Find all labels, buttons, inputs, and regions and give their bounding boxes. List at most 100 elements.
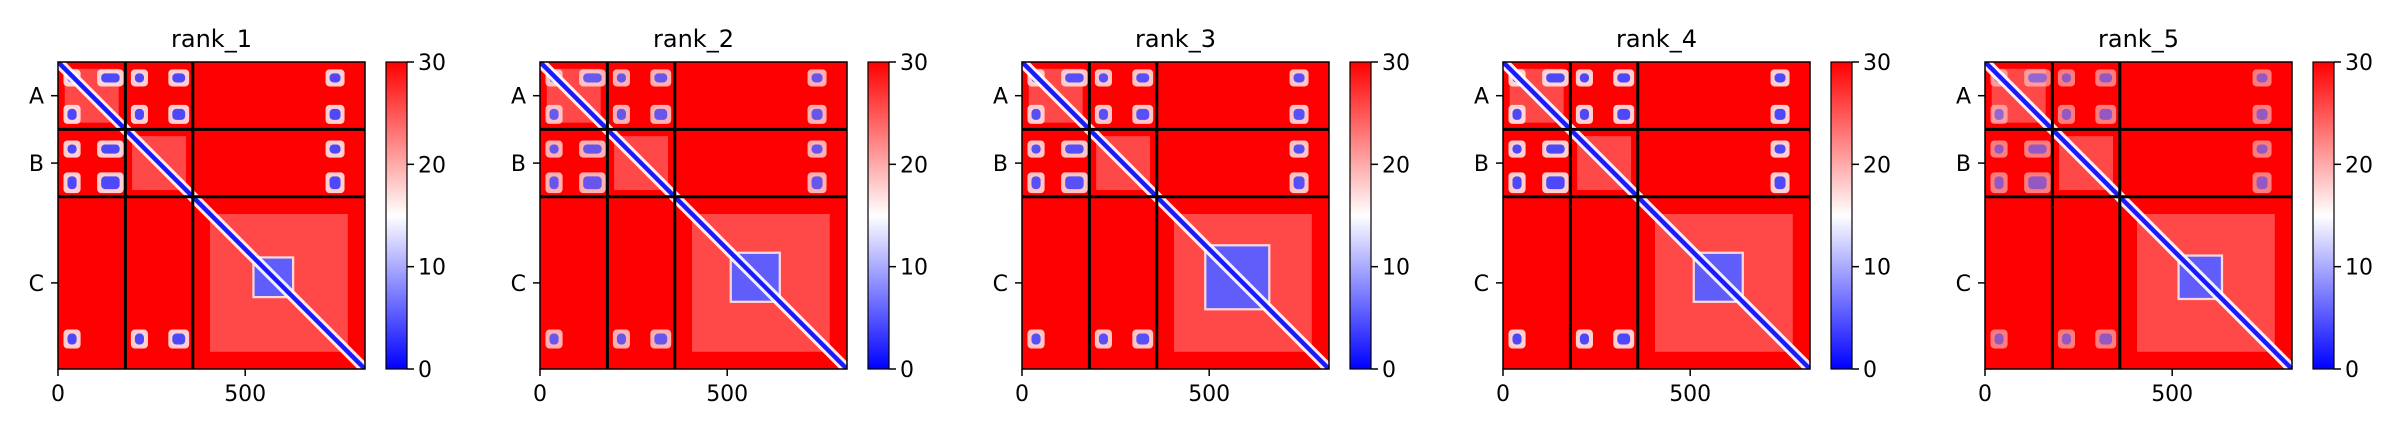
contact-block — [1031, 333, 1041, 345]
colorbar-tick-label: 30 — [1863, 51, 1891, 76]
contact-block — [1065, 176, 1084, 190]
diagonal-band — [1022, 62, 1329, 369]
panel-title: rank_2 — [653, 25, 734, 53]
contact-block — [2099, 73, 2113, 83]
y-tick-label: A — [29, 85, 44, 110]
contact-block — [2256, 144, 2268, 154]
contact-block — [1579, 73, 1589, 83]
contact-block — [1774, 73, 1786, 83]
colorbar-tick-label: 20 — [418, 153, 446, 178]
contact-block — [1031, 144, 1041, 154]
contact-block — [1098, 108, 1108, 120]
contact-block — [1546, 144, 1565, 154]
contact-block — [1065, 144, 1084, 154]
contact-block — [172, 73, 186, 83]
contact-block — [2061, 108, 2071, 120]
diagonal-band — [1985, 62, 2292, 369]
colorbar-tick-label: 0 — [418, 358, 432, 383]
colorbar-tick-label: 30 — [900, 51, 928, 76]
colorbar-gradient — [385, 61, 408, 370]
contact-block — [67, 144, 77, 154]
heatmap-image — [540, 62, 847, 369]
contact-block — [1994, 333, 2004, 345]
y-tick-label: A — [993, 85, 1008, 110]
diagonal-band — [58, 62, 365, 369]
y-tick-label: B — [1956, 152, 1971, 177]
colorbar-gradient — [1349, 61, 1372, 370]
contact-block — [583, 144, 602, 154]
contact-block — [1994, 144, 2004, 154]
contact-block — [2028, 73, 2047, 83]
panel-rank_2: rank_2 0 500 A B C 0 10 20 30 — [511, 25, 928, 407]
panel-title: rank_1 — [171, 25, 252, 53]
contact-block — [1512, 333, 1522, 345]
contact-block — [134, 333, 144, 345]
contact-block — [67, 176, 77, 190]
panel-rank_3: rank_3 0 500 A B C 0 10 20 30 — [993, 25, 1410, 407]
contact-block — [101, 73, 120, 83]
diagonal-band — [1503, 62, 1810, 369]
y-tick-label: B — [1474, 152, 1489, 177]
colorbar-tick-label: 0 — [2345, 358, 2359, 383]
contact-block — [1293, 108, 1305, 120]
contact-block — [549, 176, 559, 190]
contact-block — [329, 73, 341, 83]
contact-block — [1617, 333, 1631, 345]
contact-block — [1774, 176, 1786, 190]
contact-block — [2256, 73, 2268, 83]
x-tick-label: 500 — [1669, 382, 1711, 407]
panel-rank_1: rank_1 0 500 A B C 0 10 20 30 — [29, 25, 446, 407]
contact-block — [134, 108, 144, 120]
panel-title: rank_4 — [1616, 25, 1697, 53]
contact-block — [2256, 108, 2268, 120]
contact-block — [1512, 144, 1522, 154]
heatmap-image — [1503, 62, 1810, 369]
panel-rank_4: rank_4 0 500 A B C 0 10 20 30 — [1474, 25, 1891, 407]
contact-block — [654, 73, 668, 83]
contact-block — [2256, 176, 2268, 190]
contact-block — [2061, 73, 2071, 83]
contact-block — [1994, 108, 2004, 120]
contact-block — [2028, 144, 2047, 154]
colorbar: 0 10 20 30 — [867, 51, 928, 383]
contact-block — [1512, 108, 1522, 120]
contact-block — [2099, 333, 2113, 345]
colorbar-tick-label: 0 — [1863, 358, 1877, 383]
contact-block — [329, 176, 341, 190]
axes-frame — [57, 61, 366, 370]
x-tick-label: 500 — [2151, 382, 2193, 407]
contact-block — [811, 144, 823, 154]
contact-block — [1098, 73, 1108, 83]
heatmap-image — [1985, 62, 2292, 369]
x-tick-label: 500 — [706, 382, 748, 407]
y-tick-label: A — [1956, 85, 1971, 110]
contact-block — [549, 333, 559, 345]
colorbar-tick-label: 30 — [418, 51, 446, 76]
colorbar: 0 10 20 30 — [1830, 51, 1891, 383]
colorbar-gradient — [2312, 61, 2335, 370]
x-tick-label: 0 — [533, 382, 547, 407]
colorbar-tick-label: 0 — [1382, 358, 1396, 383]
x-tick-label: 500 — [224, 382, 266, 407]
x-tick-label: 0 — [1015, 382, 1029, 407]
colorbar-gradient — [1830, 61, 1853, 370]
colorbar: 0 10 20 30 — [1349, 51, 1410, 383]
contact-block — [101, 176, 120, 190]
y-tick-label: C — [993, 272, 1008, 297]
contact-block — [616, 108, 626, 120]
contact-block — [172, 108, 186, 120]
contact-block — [1136, 73, 1150, 83]
contact-block — [1774, 144, 1786, 154]
panel-title: rank_3 — [1135, 25, 1216, 53]
colorbar-tick-label: 20 — [2345, 153, 2373, 178]
y-tick-label: A — [1474, 85, 1489, 110]
y-tick-label: C — [511, 272, 526, 297]
colorbar-tick-label: 20 — [900, 153, 928, 178]
panel-title: rank_5 — [2098, 25, 2179, 53]
contact-block — [101, 144, 120, 154]
colorbar-tick-label: 10 — [1863, 256, 1891, 281]
contact-block — [1617, 108, 1631, 120]
contact-block — [1136, 108, 1150, 120]
contact-block — [811, 176, 823, 190]
y-tick-label: C — [1956, 272, 1971, 297]
